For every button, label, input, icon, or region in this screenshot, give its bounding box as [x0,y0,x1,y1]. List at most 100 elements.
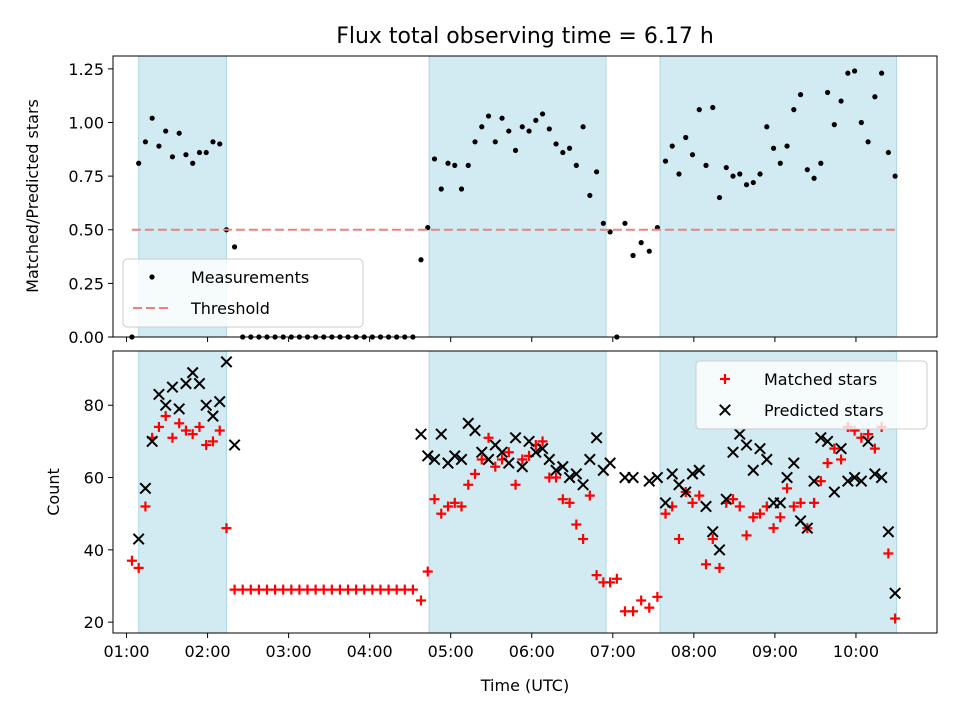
matched-star-marker [214,425,225,436]
matched-star-marker [707,534,718,544]
matched-star-marker [578,534,589,544]
measurement-point [770,145,777,151]
measurement-point [566,145,573,151]
top-shaded-interval [428,55,607,338]
predicted-star-marker [415,428,427,441]
bottom-y-axis-label: Count [44,468,63,516]
matched-star-marker [611,573,622,584]
matched-star-marker [815,476,826,487]
bottom-shaded-interval [428,350,607,634]
matched-star-marker [748,512,759,523]
measurement-point [445,160,451,166]
bottom-axes-frame [112,350,938,634]
predicted-star-marker [220,355,233,368]
measurement-point [879,70,885,76]
predicted-star-marker [835,442,847,455]
measurement-point [492,139,498,145]
predicted-star-marker [693,464,706,477]
matched-star-marker [734,501,745,512]
measurement-point [418,257,424,263]
matched-star-marker [822,458,833,469]
matched-star-marker [795,497,806,508]
matched-star-marker [829,443,840,454]
matched-star-marker [490,461,501,472]
predicted-star-marker [153,388,165,401]
legend-measurements-swatch [149,274,155,280]
predicted-star-marker [713,543,726,556]
matched-star-marker [564,497,575,508]
measurement-point [669,143,675,149]
predicted-star-marker [180,377,192,390]
measurement-point [533,117,539,123]
predicted-star-marker [643,475,656,488]
matched-star-marker [782,483,793,494]
predicted-star-marker [747,464,760,477]
measurement-point [696,107,702,113]
measurement-point [485,113,492,119]
predicted-star-marker [706,525,719,538]
measurement-point [791,107,797,113]
measurement-point [506,128,512,134]
measurement-point [757,171,763,177]
matched-star-marker [463,479,474,490]
predicted-star-marker [173,402,186,415]
predicted-star-marker [193,377,206,390]
matched-star-marker [890,613,901,624]
measurement-point [703,162,709,168]
predicted-star-marker [733,428,746,441]
top-y-tick-label: 0.00 [68,328,104,347]
predicted-star-marker [421,449,434,462]
measurement-point [858,119,864,126]
counts-panel: 20 40 60 80 01:00 02:00 03:00 04:00 05:00 06:00 07… [84,350,938,661]
matched-star-marker [809,497,820,508]
bottom-y-tick-label: 40 [84,541,104,560]
top-y-axis-label: Matched/Predicted stars [23,99,42,293]
matched-star-marker [133,562,144,573]
matched-star-marker [449,497,460,508]
matched-star-marker [443,501,454,512]
top-shaded-interval [659,55,897,338]
predicted-star-marker [700,500,712,513]
matched-star-marker [591,570,602,581]
matched-star-marker [429,494,440,505]
matched-star-marker [153,421,164,432]
bottom-y-tick-label: 60 [84,469,104,488]
predicted-star-marker [651,471,664,484]
predicted-star-marker [207,410,219,422]
predicted-star-marker [213,395,226,408]
matched-star-marker [788,501,799,512]
predicted-star-marker [516,460,529,473]
matched-star-marker [126,555,137,566]
measurement-point [710,104,716,111]
measurements-panel: 0.00 0.25 0.50 0.75 1.00 1.25 Measurements Thre… [68,55,938,347]
matched-star-marker [422,566,433,577]
bottom-legend: Matched stars Predicted stars [695,360,928,430]
matched-star-marker [741,530,752,541]
matched-star-marker [755,508,766,519]
matched-star-marker [714,562,725,573]
matched-star-marker [510,479,521,490]
predicted-star-marker [536,442,549,455]
x-tick-label: 04:00 [347,642,393,661]
x-tick-label: 10:00 [833,642,879,661]
predicted-star-marker [740,439,753,451]
measurement-point [622,220,628,226]
matched-star-marker [551,472,562,483]
x-tick-label: 02:00 [185,642,231,661]
predicted-star-marker [875,471,888,484]
predicted-star-marker [821,435,834,448]
predicted-star-marker [502,457,515,469]
matched-star-marker [415,595,426,606]
predicted-star-marker [889,587,902,600]
matched-star-marker [187,429,198,440]
predicted-star-marker [523,435,535,448]
measurement-point [750,179,756,186]
predicted-star-marker [563,471,576,484]
matched-star-marker [584,490,595,501]
x-tick-label: 05:00 [428,642,474,661]
matched-star-marker [687,497,698,508]
measurement-point [797,92,804,98]
matched-star-marker [660,508,671,519]
predicted-star-marker [774,496,787,509]
matched-star-marker [605,577,616,588]
